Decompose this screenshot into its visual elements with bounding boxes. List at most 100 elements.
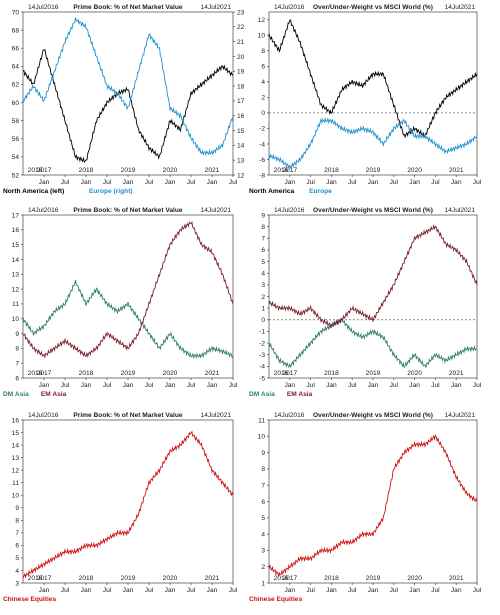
end-date-label: 14Jul2021: [445, 412, 476, 419]
y-tick-label: 8: [15, 346, 19, 353]
legend-entry: EM Asia: [287, 391, 313, 398]
x-year-label: 2020: [163, 575, 178, 582]
y-tick-label: 17: [12, 212, 20, 219]
y-tick-label: 6: [261, 64, 265, 71]
x-month-label: Jan: [81, 587, 92, 594]
x-year-label: 2017: [37, 575, 52, 582]
chart-title: Over/Under-Weight vs MSCI World (%): [313, 207, 433, 214]
y-tick-label: -6: [259, 157, 265, 164]
y-tick-label: 3: [261, 282, 265, 289]
y-tick-label: 5: [15, 555, 19, 562]
y-tick-label: 60: [12, 100, 20, 107]
x-month-label: Jul: [145, 587, 154, 594]
x-month-label: Jul: [187, 179, 196, 186]
y-tick-label: -2: [259, 126, 265, 133]
x-year-label: 2021: [449, 370, 464, 377]
chart-title: Prime Book: % of Net Market Value: [73, 412, 183, 419]
y-right-tick-label: 20: [237, 54, 245, 61]
x-year-label: 2019: [366, 370, 381, 377]
x-month-label: Jan: [39, 179, 50, 186]
y-tick-label: 3: [261, 548, 265, 555]
series-line-north-america-left-: [22, 48, 234, 163]
y-tick-label: 7: [261, 236, 265, 243]
x-month-label: Jul: [473, 587, 482, 594]
x-month-label: Jul: [145, 179, 154, 186]
legend-entry: DM Asia: [249, 391, 275, 398]
legend-entry: North America: [249, 188, 295, 195]
y-tick-label: 10: [12, 493, 20, 500]
x-month-label: Jul: [229, 587, 238, 594]
legend-entry: North America (left): [3, 188, 64, 195]
y-tick-label: 13: [12, 272, 20, 279]
x-month-label: Jan: [368, 179, 379, 186]
x-year-label: 2019: [121, 575, 136, 582]
x-month-label: Jan: [207, 179, 218, 186]
y-tick-label: 12: [12, 467, 20, 474]
y-tick-label: 70: [12, 9, 20, 16]
start-date-label: 14Jul2016: [28, 207, 59, 214]
y-tick-label: 8: [261, 224, 265, 231]
end-date-label: 14Jul2021: [201, 412, 232, 419]
x-month-label: Jul: [348, 587, 357, 594]
chart-panel-1: Prime Book: % of Net Market Value14Jul20…: [3, 4, 245, 195]
x-year-label: 2021: [449, 575, 464, 582]
y-tick-label: 5: [261, 515, 265, 522]
x-year-label: 2019: [121, 167, 136, 174]
x-month-label: Jan: [368, 587, 379, 594]
y-tick-label: -4: [259, 141, 265, 148]
y-tick-label: 12: [12, 286, 20, 293]
y-right-tick-label: 15: [237, 128, 245, 135]
series-line-chinese-equities: [22, 430, 234, 579]
chart-title: Over/Under-Weight vs MSCI World (%): [313, 412, 433, 419]
x-month-label: Jul: [390, 587, 399, 594]
x-month-label: Jul: [348, 179, 357, 186]
y-tick-label: 0: [261, 317, 265, 324]
legend-entry: DM Asia: [3, 391, 29, 398]
y-right-tick-label: 17: [237, 98, 245, 105]
start-date-label: 14Jul2016: [274, 412, 305, 419]
y-tick-label: 7: [15, 530, 19, 537]
x-month-label: Jul: [187, 382, 196, 389]
x-month-label: Jul: [145, 382, 154, 389]
end-date-label: 14Jul2021: [445, 207, 476, 214]
y-tick-label: -2: [259, 340, 265, 347]
x-month-label: Jan: [451, 179, 462, 186]
x-month-label: Jan: [326, 179, 337, 186]
y-right-tick-label: 18: [237, 83, 245, 90]
plot-frame: [22, 11, 234, 176]
x-year-label: 2020: [163, 370, 178, 377]
chart-panel-4: Over/Under-Weight vs MSCI World (%) 14Jul…: [249, 207, 482, 398]
y-right-tick-label: 23: [237, 9, 245, 16]
series-line-europe: [268, 116, 478, 170]
y-tick-label: 9: [15, 331, 19, 338]
x-year-label: 2016: [274, 370, 289, 377]
x-month-label: Jan: [81, 382, 92, 389]
y-right-tick-label: 13: [237, 157, 245, 164]
x-year-label: 2016: [28, 575, 43, 582]
x-month-label: Jan: [451, 382, 462, 389]
x-month-label: Jul: [103, 179, 112, 186]
x-year-label: 2020: [407, 575, 422, 582]
x-year-label: 2016: [28, 167, 43, 174]
x-year-label: 2016: [28, 370, 43, 377]
series-line-em-asia: [22, 221, 234, 359]
y-tick-label: 2: [261, 294, 265, 301]
series-line-dm-asia: [268, 317, 478, 369]
y-tick-label: 54: [12, 154, 20, 161]
series-line-europe-right-: [22, 17, 234, 157]
y-tick-label: 12: [258, 17, 266, 24]
x-month-label: Jan: [326, 382, 337, 389]
y-tick-label: 3: [15, 580, 19, 587]
x-year-label: 2017: [282, 575, 297, 582]
chart-title: Over/Under-Weight vs MSCI World (%): [313, 4, 433, 11]
x-year-label: 2020: [407, 167, 422, 174]
y-tick-label: 7: [15, 360, 19, 367]
x-year-label: 2018: [79, 575, 94, 582]
x-month-label: Jan: [451, 587, 462, 594]
chart-title: Prime Book: % of Net Market Value: [73, 4, 183, 11]
y-tick-label: 64: [12, 64, 20, 71]
y-tick-label: 10: [258, 434, 266, 441]
x-month-label: Jul: [229, 382, 238, 389]
y-tick-label: 11: [12, 301, 19, 308]
x-year-label: 2017: [37, 167, 52, 174]
